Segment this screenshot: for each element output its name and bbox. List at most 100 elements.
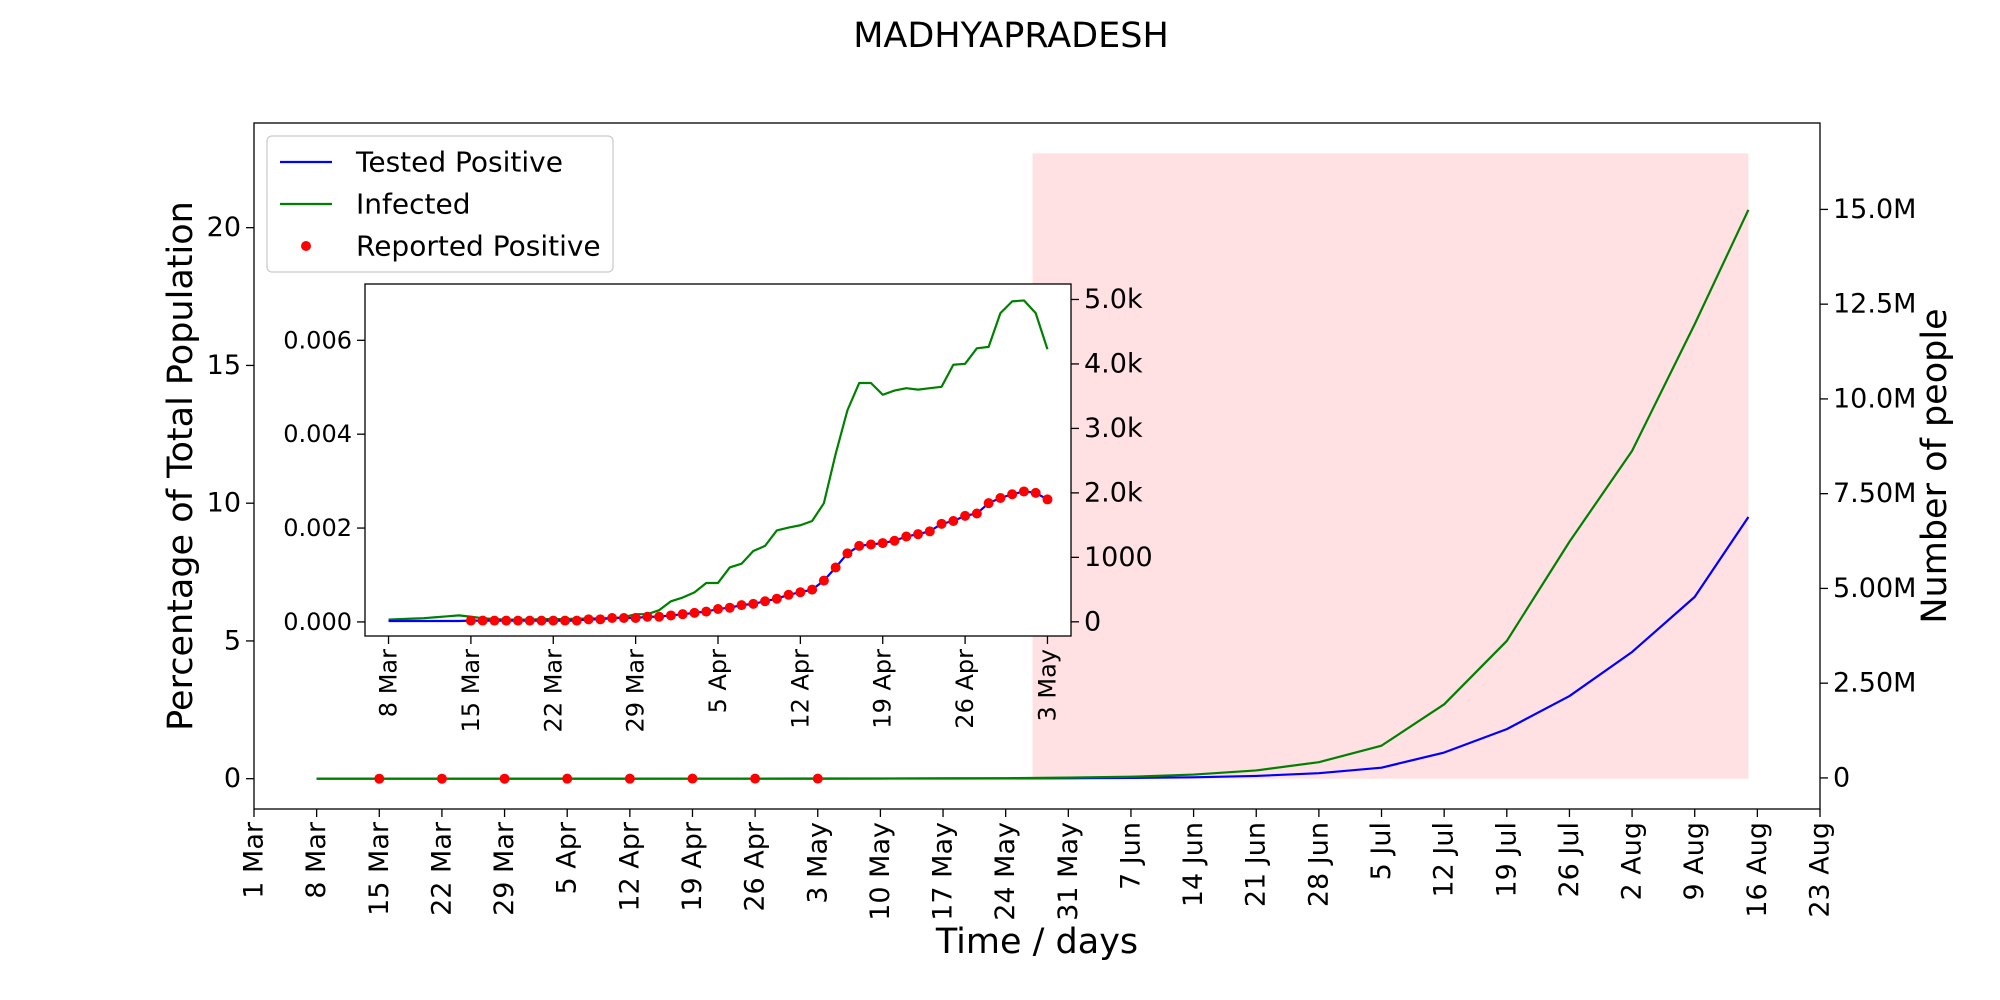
y2-tick-label: 15.0M <box>1833 194 1916 225</box>
y-tick-label: 5 <box>224 625 241 656</box>
x-tick-label: 12 Jul <box>1429 822 1460 898</box>
legend-label: Reported Positive <box>356 230 601 263</box>
x-tick-label: 29 Mar <box>622 649 650 733</box>
data-point <box>630 613 641 624</box>
data-point <box>736 600 747 611</box>
data-point <box>571 615 582 626</box>
data-point <box>524 615 535 626</box>
legend-label: Tested Positive <box>355 146 563 179</box>
data-point <box>724 602 735 613</box>
x-tick-label: 3 May <box>802 822 833 904</box>
x-tick-label: 19 Apr <box>869 649 897 729</box>
y2-tick-label: 10.0M <box>1833 383 1916 414</box>
data-point <box>948 516 959 527</box>
data-point <box>889 535 900 546</box>
y2-tick-label: 2.0k <box>1084 477 1143 508</box>
x-tick-label: 9 Aug <box>1679 822 1710 900</box>
data-point <box>499 773 510 784</box>
axes-frame <box>253 122 1821 810</box>
data-point <box>913 529 924 540</box>
x-tick-label: 22 Mar <box>539 649 567 733</box>
data-point <box>562 773 573 784</box>
data-point <box>624 773 635 784</box>
y-tick-label: 10 <box>207 488 241 519</box>
data-point <box>618 613 629 624</box>
y2-tick-label: 5.00M <box>1833 573 1916 604</box>
x-tick-label: 15 Mar <box>457 649 485 733</box>
data-point <box>1007 489 1018 500</box>
data-point <box>783 589 794 600</box>
x-tick-label: 10 May <box>865 822 896 921</box>
data-point <box>854 540 865 551</box>
data-point <box>842 548 853 559</box>
y2-axis-label: Number of people <box>1915 308 1955 623</box>
x-tick-label: 7 Jun <box>1115 822 1146 890</box>
x-tick-label: 12 Apr <box>614 821 645 912</box>
data-point <box>830 562 841 573</box>
x-tick-label: 24 May <box>990 822 1021 921</box>
x-tick-label: 8 Mar <box>375 649 403 717</box>
data-point <box>936 518 947 529</box>
data-point <box>583 614 594 625</box>
data-point <box>901 531 912 542</box>
x-tick-label: 19 Apr <box>677 821 708 912</box>
y-tick-label: 0.006 <box>283 326 352 354</box>
x-tick-label: 17 May <box>928 822 959 921</box>
data-point <box>436 773 447 784</box>
data-point <box>1030 487 1041 498</box>
x-tick-label: 3 May <box>1033 649 1061 722</box>
y-axis-label: Percentage of Total Population <box>161 201 201 731</box>
x-tick-label: 1 Mar <box>239 821 270 899</box>
y-tick-label: 0 <box>224 763 241 794</box>
data-point <box>689 607 700 618</box>
data-point <box>548 615 559 626</box>
x-tick-label: 22 Mar <box>426 821 457 916</box>
y-tick-label: 0.000 <box>283 608 352 636</box>
data-point <box>465 615 476 626</box>
data-point <box>983 498 994 509</box>
data-point <box>877 538 888 549</box>
x-tick-label: 12 Apr <box>786 649 814 729</box>
data-point <box>713 604 723 615</box>
x-tick-label: 29 Mar <box>489 821 520 916</box>
data-point <box>1018 486 1029 497</box>
data-point <box>477 615 488 626</box>
shaded-region <box>1032 153 1749 779</box>
data-point <box>489 615 500 626</box>
legend-label: Infected <box>356 188 470 221</box>
y-tick-label: 20 <box>207 212 241 243</box>
data-point <box>642 611 653 622</box>
x-tick-label: 8 Mar <box>301 821 332 899</box>
data-point <box>374 773 385 784</box>
y2-tick-label: 2.50M <box>1833 668 1916 699</box>
data-point <box>1042 494 1053 505</box>
y2-tick-label: 0 <box>1833 762 1850 793</box>
data-point <box>812 773 823 784</box>
data-point <box>971 508 982 519</box>
data-point <box>818 575 829 586</box>
x-axis-label: Time / days <box>935 922 1138 962</box>
x-tick-label: 23 Aug <box>1805 822 1836 918</box>
x-tick-label: 26 Apr <box>740 821 771 912</box>
legend-marker <box>301 241 311 251</box>
data-point <box>677 609 688 620</box>
data-point <box>536 615 547 626</box>
data-point <box>748 598 759 609</box>
y2-tick-label: 12.5M <box>1833 289 1916 320</box>
data-point <box>995 493 1006 504</box>
x-tick-label: 2 Aug <box>1617 822 1648 900</box>
x-tick-label: 5 Apr <box>704 649 732 714</box>
x-tick-label: 15 Mar <box>364 821 395 916</box>
data-line <box>316 209 1750 780</box>
x-tick-label: 28 Jun <box>1303 822 1334 907</box>
x-tick-label: 14 Jun <box>1178 822 1209 907</box>
y2-tick-label: 3.0k <box>1084 413 1143 444</box>
data-point <box>687 773 698 784</box>
data-point <box>807 584 818 595</box>
y-tick-label: 0.004 <box>283 420 352 448</box>
y-tick-label: 15 <box>207 350 241 381</box>
y2-tick-label: 4.0k <box>1084 348 1143 379</box>
legend-box <box>266 135 614 273</box>
x-tick-label: 31 May <box>1053 822 1084 921</box>
